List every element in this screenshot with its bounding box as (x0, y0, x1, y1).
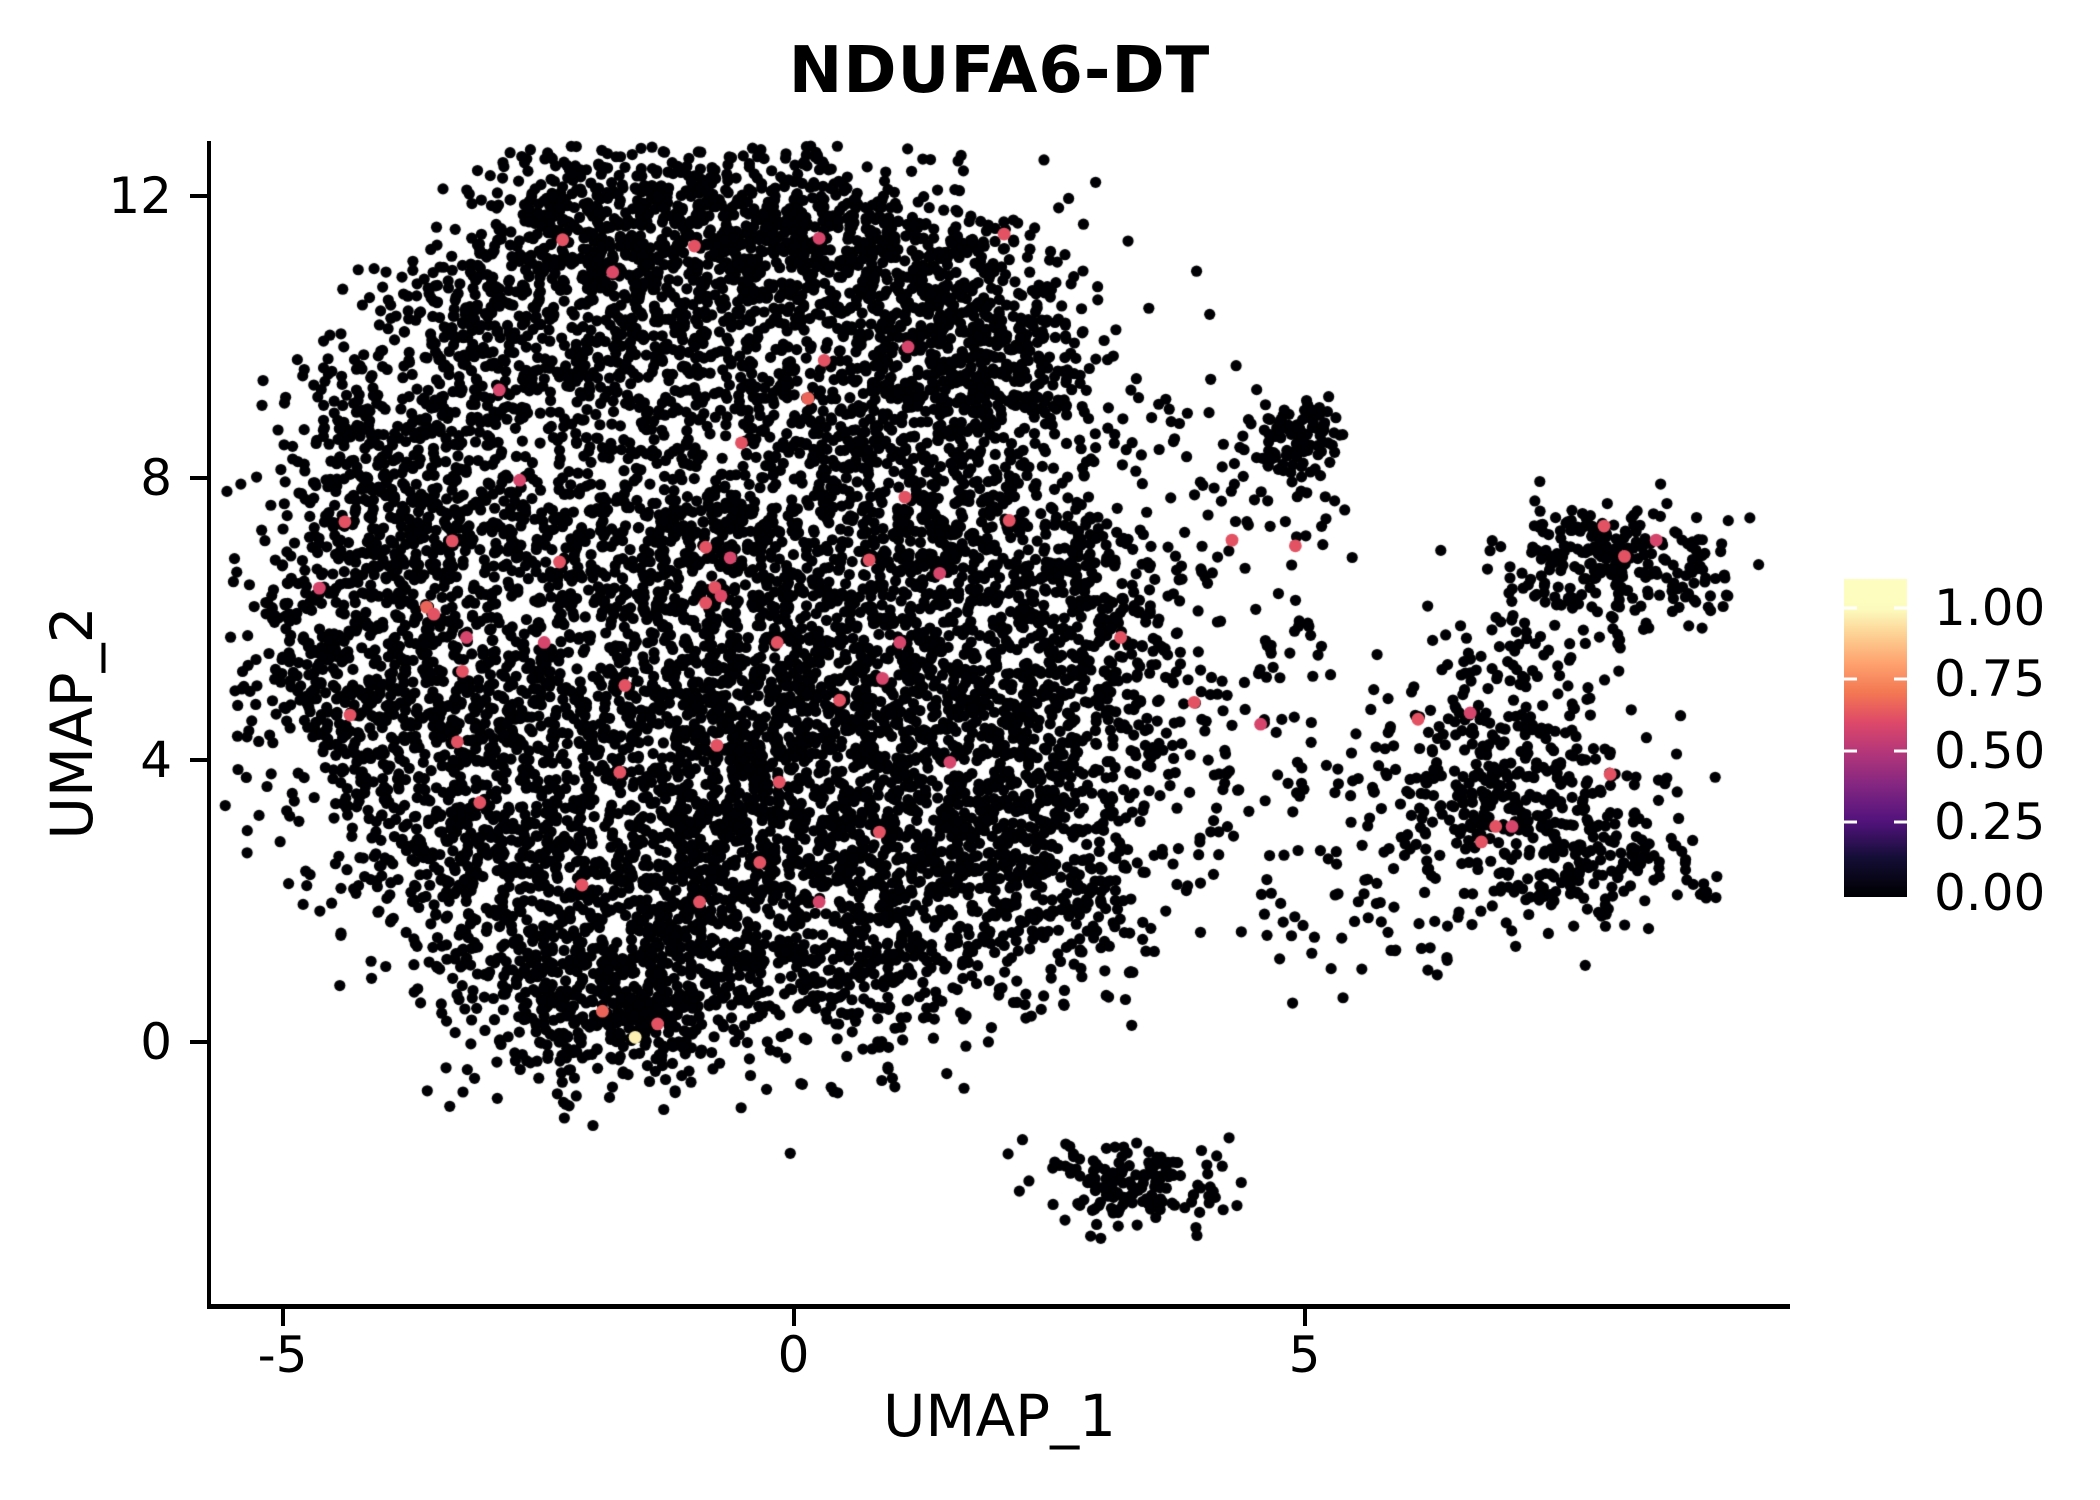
x-axis-line (207, 1304, 1790, 1309)
colorbar-tick (1894, 677, 1907, 681)
colorbar-tick (1844, 677, 1857, 681)
y-tick-label: 4 (140, 731, 172, 790)
colorbar-tick (1844, 820, 1857, 824)
colorbar-tick (1844, 606, 1857, 610)
y-axis-title: UMAP_2 (38, 606, 106, 840)
colorbar-tick (1894, 606, 1907, 610)
y-tick-label: 12 (108, 167, 172, 225)
colorbar-tick (1894, 749, 1907, 753)
colorbar-tick (1844, 749, 1857, 753)
y-axis-tick (190, 1040, 207, 1045)
x-tick-label: 5 (1288, 1326, 1321, 1384)
y-axis-line (207, 141, 211, 1308)
colorbar-label: 0.00 (1934, 864, 2046, 922)
colorbar-label: 0.25 (1934, 792, 2046, 851)
y-tick-label: 0 (140, 1013, 172, 1072)
colorbar-gradient (1844, 579, 1907, 897)
y-axis-tick (190, 758, 207, 763)
colorbar-label: 0.50 (1934, 721, 2046, 780)
x-tick-label: -5 (257, 1326, 308, 1384)
y-tick-label: 8 (140, 449, 172, 508)
y-axis-tick (190, 194, 207, 198)
x-axis-tick (791, 1309, 796, 1326)
y-axis-tick (190, 476, 207, 481)
colorbar-tick (1894, 820, 1907, 824)
x-axis-title: UMAP_1 (882, 1382, 1117, 1450)
x-tick-label: 0 (777, 1326, 810, 1384)
x-axis-tick (280, 1309, 285, 1326)
colorbar-label: 0.75 (1934, 650, 2046, 709)
plot-title: NDUFA6-DT (788, 34, 1211, 108)
colorbar-label: 1.00 (1934, 579, 2046, 638)
x-axis-tick (1302, 1309, 1307, 1326)
